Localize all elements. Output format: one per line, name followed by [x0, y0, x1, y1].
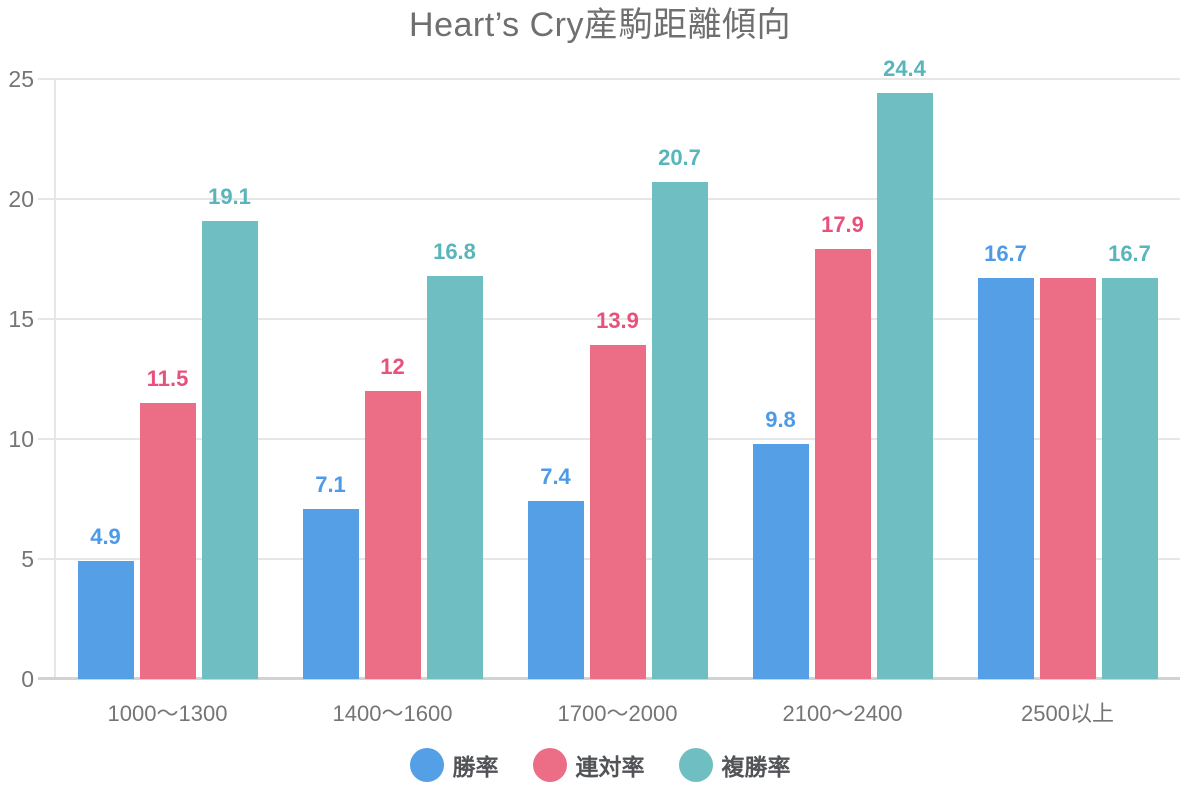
- gridline-y-25: [38, 78, 1180, 80]
- bar-value-勝率-1000〜1300: 4.9: [90, 524, 121, 550]
- y-tick-label-0: 0: [21, 666, 34, 692]
- y-tick-label-5: 5: [21, 546, 34, 572]
- y-tick-label-20: 20: [8, 186, 34, 212]
- x-tick-label-2500以上: 2500以上: [1021, 701, 1114, 726]
- bar-勝率-2100〜2400[interactable]: [752, 443, 809, 679]
- bar-value-連対率-2100〜2400: 17.9: [821, 212, 864, 238]
- x-tick-label-1400〜1600: 1400〜1600: [332, 701, 453, 726]
- bar-group-1000〜1300: 4.9 11.5 19.1: [77, 79, 258, 679]
- bar-group-1700〜2000: 7.4 13.9 20.7: [527, 79, 708, 679]
- legend-swatch-icon: [409, 748, 444, 782]
- bar-勝率-1400〜1600[interactable]: [302, 508, 359, 679]
- y-axis-line: [54, 79, 56, 679]
- bar-value-複勝率-2100〜2400: 24.4: [883, 56, 926, 82]
- y-tick-label-10: 10: [8, 426, 34, 452]
- bar-複勝率-1000〜1300[interactable]: [201, 220, 258, 679]
- bar-value-勝率-2500以上: 16.7: [984, 241, 1027, 267]
- chart-legend: 勝率 連対率 複勝率: [0, 744, 1200, 786]
- y-tick-label-15: 15: [8, 306, 34, 332]
- legend-swatch-icon: [532, 748, 567, 782]
- bar-group-1400〜1600: 7.1 12 16.8: [302, 79, 483, 679]
- bar-連対率-1000〜1300[interactable]: [139, 403, 196, 679]
- bar-value-複勝率-2500以上: 16.7: [1108, 241, 1151, 267]
- bar-value-連対率-1700〜2000: 13.9: [596, 308, 639, 334]
- bar-value-勝率-2100〜2400: 9.8: [765, 406, 796, 432]
- x-tick-label-1700〜2000: 1700〜2000: [557, 701, 678, 726]
- bar-勝率-1000〜1300[interactable]: [77, 561, 134, 679]
- legend-item-勝率[interactable]: 勝率: [409, 748, 499, 782]
- bar-複勝率-2100〜2400[interactable]: [876, 93, 933, 679]
- bar-複勝率-2500以上[interactable]: [1101, 278, 1158, 679]
- legend-swatch-icon: [678, 748, 713, 782]
- y-tick-label-25: 25: [8, 66, 34, 92]
- x-tick-label-1000〜1300: 1000〜1300: [107, 701, 228, 726]
- bar-連対率-1700〜2000[interactable]: [589, 345, 646, 679]
- gridline-y-15: [38, 318, 1180, 320]
- bar-連対率-2100〜2400[interactable]: [814, 249, 871, 679]
- bar-連対率-2500以上[interactable]: [1039, 278, 1096, 679]
- bar-複勝率-1400〜1600[interactable]: [426, 275, 483, 679]
- bar-value-複勝率-1400〜1600: 16.8: [433, 238, 476, 264]
- bar-value-勝率-1700〜2000: 7.4: [540, 464, 571, 490]
- legend-item-連対率[interactable]: 連対率: [532, 748, 645, 782]
- bar-勝率-1700〜2000[interactable]: [527, 501, 584, 679]
- bar-value-連対率-1000〜1300: 11.5: [146, 366, 189, 391]
- bar-value-複勝率-1000〜1300: 19.1: [208, 183, 251, 209]
- bar-勝率-2500以上[interactable]: [977, 278, 1034, 679]
- legend-item-複勝率[interactable]: 複勝率: [678, 748, 791, 782]
- bar-連対率-1400〜1600[interactable]: [364, 391, 421, 679]
- gridline-y-20: [38, 198, 1180, 200]
- bar-value-勝率-1400〜1600: 7.1: [315, 471, 346, 497]
- legend-label: 勝率: [452, 754, 499, 780]
- bar-value-連対率-1400〜1600: 12: [380, 354, 405, 379]
- bar-複勝率-1700〜2000[interactable]: [651, 182, 708, 679]
- bar-group-2100〜2400: 9.8 17.9 24.4: [752, 57, 933, 679]
- x-tick-label-2100〜2400: 2100〜2400: [782, 701, 903, 726]
- legend-label: 複勝率: [721, 754, 791, 780]
- chart-title: Heart’s Cry産駒距離傾向: [409, 6, 791, 44]
- legend-label: 連対率: [575, 754, 645, 780]
- plot-area: 0 5 10 15 20 25 4.9 11.5 19.1 1000〜1300 7.1 12 16.8 1…: [8, 57, 1180, 726]
- bar-group-2500以上: 16.7 16.7: [977, 79, 1158, 679]
- bar-value-複勝率-1700〜2000: 20.7: [658, 145, 701, 171]
